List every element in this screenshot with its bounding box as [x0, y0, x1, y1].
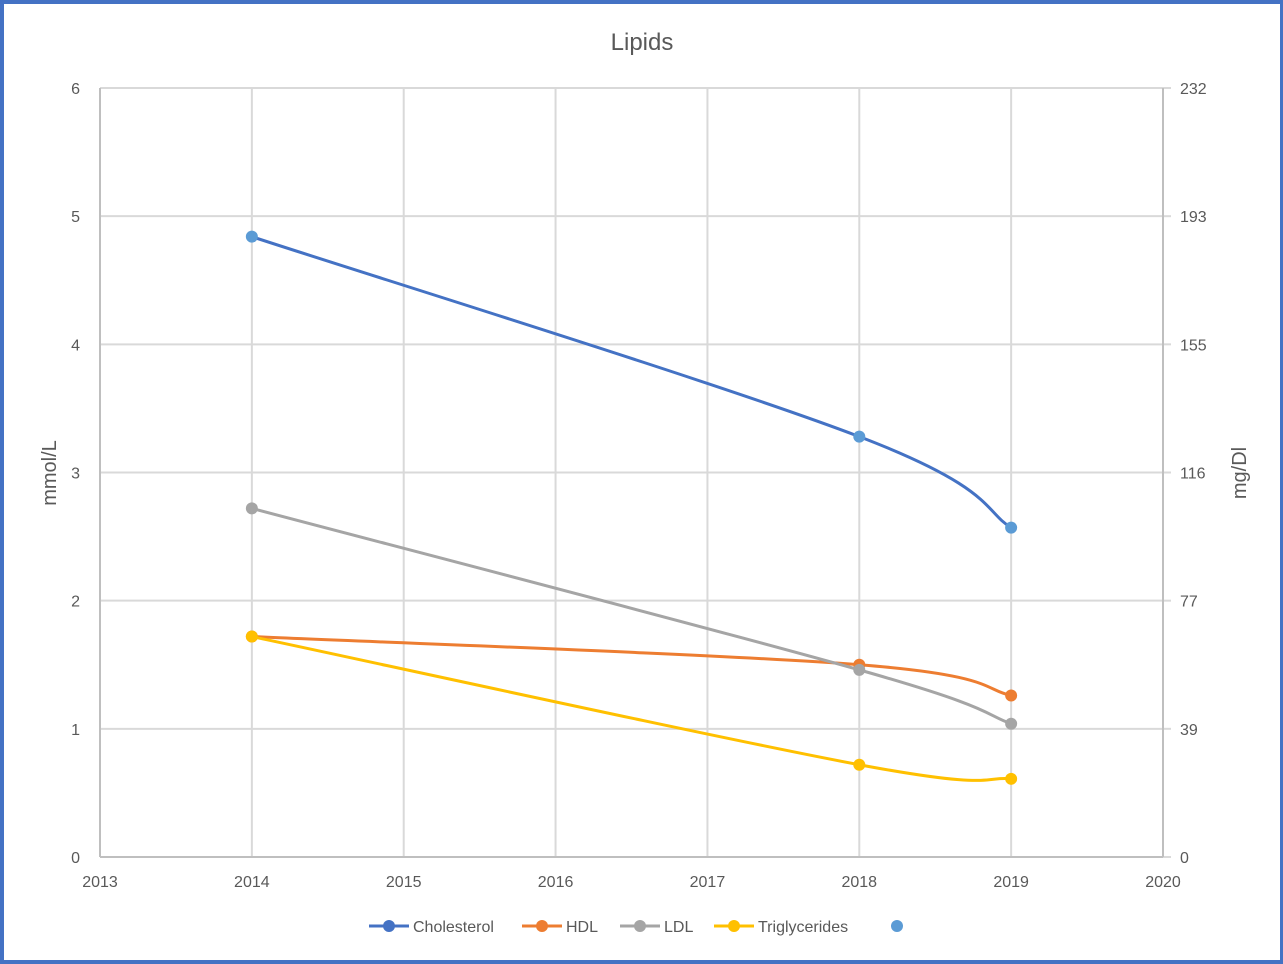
y-tick-label: 4 — [71, 337, 80, 354]
x-tick-label: 2018 — [841, 874, 877, 891]
legend-marker-icon — [891, 920, 903, 932]
y-tick-label: 3 — [71, 466, 80, 483]
x-tick-label: 2014 — [234, 874, 270, 891]
y-tick-label: 0 — [71, 850, 80, 867]
series-ldl — [245, 502, 1018, 730]
legend-item-unnamed[interactable] — [891, 920, 903, 932]
y2-tick-label: 193 — [1180, 209, 1207, 226]
x-tick-label: 2017 — [690, 874, 726, 891]
data-point-marker[interactable] — [1005, 521, 1018, 534]
series-triglycerides — [245, 630, 1018, 785]
x-tick-label: 2016 — [538, 874, 574, 891]
gridlines — [99, 87, 1164, 858]
legend-label: Triglycerides — [758, 919, 848, 936]
legend-label: LDL — [664, 919, 693, 936]
x-tick-label: 2013 — [82, 874, 118, 891]
data-point-marker[interactable] — [245, 502, 258, 515]
data-point-marker[interactable] — [853, 663, 866, 676]
y2-tick-label: 0 — [1180, 850, 1189, 867]
x-tick-label: 2019 — [993, 874, 1029, 891]
series-lines — [245, 230, 1018, 785]
data-point-marker[interactable] — [1005, 717, 1018, 730]
data-point-marker[interactable] — [853, 758, 866, 771]
y-tick-label: 6 — [71, 81, 80, 98]
legend-marker-icon — [383, 920, 395, 932]
data-point-marker[interactable] — [1005, 689, 1018, 702]
chart-title: Lipids — [611, 29, 674, 56]
legend-item-cholesterol[interactable]: Cholesterol — [369, 919, 494, 936]
y2-tick-label: 39 — [1180, 722, 1198, 739]
y2-tick-label: 155 — [1180, 337, 1207, 354]
y2-tick-label: 232 — [1180, 81, 1207, 98]
x-tick-label: 2015 — [386, 874, 422, 891]
x-tick-label: 2020 — [1145, 874, 1181, 891]
data-point-marker[interactable] — [1005, 772, 1018, 785]
series-cholesterol — [245, 230, 1018, 534]
data-point-marker[interactable] — [853, 430, 866, 443]
legend-marker-icon — [728, 920, 740, 932]
legend-item-hdl[interactable]: HDL — [522, 919, 598, 936]
data-point-marker[interactable] — [245, 230, 258, 243]
legend-marker-icon — [634, 920, 646, 932]
y-tick-label: 5 — [71, 209, 80, 226]
legend-label: Cholesterol — [413, 919, 494, 936]
y-tick-label: 2 — [71, 594, 80, 611]
axes: 0 0 1 39 2 77 3 116 4 155 5 193 6 232 2013 2014 2015 2016… — [71, 81, 1207, 891]
y-axis-title: mmol/L — [39, 440, 61, 506]
legend-item-ldl[interactable]: LDL — [620, 919, 693, 936]
legend-item-triglycerides[interactable]: Triglycerides — [714, 919, 848, 936]
y2-tick-label: 116 — [1180, 466, 1206, 483]
legend-marker-icon — [536, 920, 548, 932]
data-point-marker[interactable] — [245, 630, 258, 643]
legend-label: HDL — [566, 919, 598, 936]
y2-axis-title: mg/Dl — [1229, 447, 1251, 499]
series-hdl — [245, 630, 1018, 702]
y2-tick-label: 77 — [1180, 594, 1198, 611]
legend: Cholesterol HDL LDL Triglycerides — [369, 919, 903, 936]
y-tick-label: 1 — [71, 722, 80, 739]
